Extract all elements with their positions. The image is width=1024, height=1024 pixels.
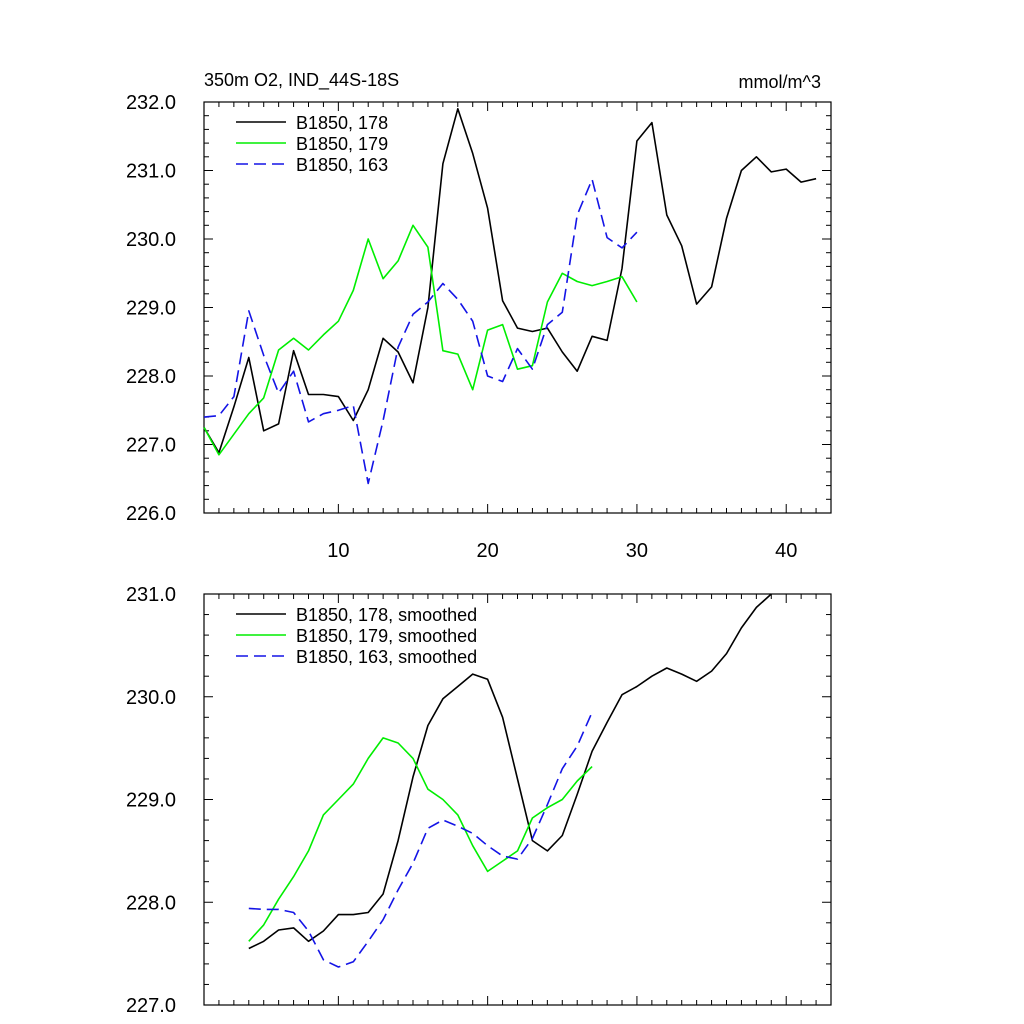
panel-top: 10 20 30 40 226.0 227.0 228.0 229.0 230.0 231.0 23… xyxy=(126,70,832,562)
units-label: mmol/m^3 xyxy=(739,72,821,92)
series-line-1 xyxy=(203,108,817,454)
series-line-3 xyxy=(248,711,593,968)
y-tick-label: 231.0 xyxy=(126,584,176,606)
y-tick-label: 230.0 xyxy=(126,229,176,251)
legend-label-1: B1850, 178 xyxy=(296,113,388,133)
legend-label-3: B1850, 163, smoothed xyxy=(296,647,477,667)
series-line-2 xyxy=(248,737,593,942)
y-tick-label: 229.0 xyxy=(126,298,176,320)
panel-bottom: 227.0 228.0 229.0 230.0 231.0 B1850, 178, smo… xyxy=(126,584,832,1017)
x-tick-label: 30 xyxy=(626,540,648,562)
y-tick-label: 230.0 xyxy=(126,687,176,709)
series-line-2 xyxy=(203,224,638,456)
y-tick-label: 226.0 xyxy=(126,503,176,525)
y-tick-label: 228.0 xyxy=(126,892,176,914)
chart-title: 350m O2, IND_44S-18S xyxy=(204,70,399,91)
legend-label-1: B1850, 178, smoothed xyxy=(296,605,477,625)
series-line-3 xyxy=(203,178,638,485)
y-tick-label: 231.0 xyxy=(126,161,176,183)
legend-label-2: B1850, 179, smoothed xyxy=(296,626,477,646)
series-line-1 xyxy=(248,593,772,950)
y-tick-label: 227.0 xyxy=(126,435,176,457)
x-tick-label: 20 xyxy=(477,540,499,562)
y-tick-label: 229.0 xyxy=(126,790,176,812)
y-tick-label: 227.0 xyxy=(126,995,176,1017)
legend-label-2: B1850, 179 xyxy=(296,134,388,154)
x-tick-label: 40 xyxy=(775,540,797,562)
legend-label-3: B1850, 163 xyxy=(296,155,388,175)
y-tick-label: 232.0 xyxy=(126,92,176,114)
y-tick-label: 228.0 xyxy=(126,366,176,388)
x-tick-label: 10 xyxy=(327,540,349,562)
